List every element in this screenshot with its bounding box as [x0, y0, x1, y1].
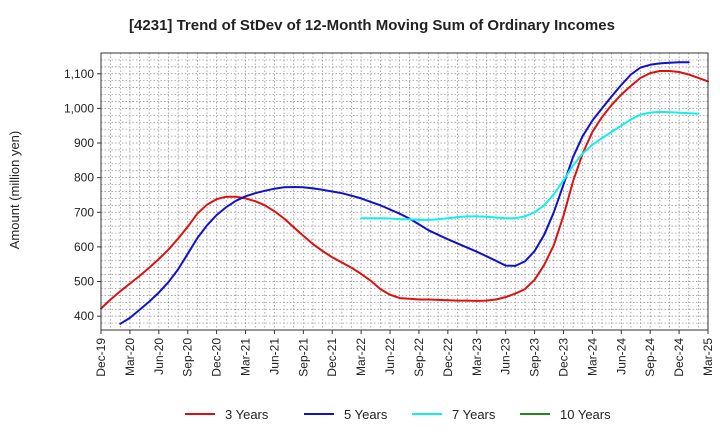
legend: 3 Years 5 Years 7 Years 10 Years: [185, 407, 611, 422]
y-tick-label: 600: [74, 240, 94, 254]
y-tick-label: 400: [74, 309, 94, 323]
x-tick-label: Jun-20: [152, 338, 166, 375]
x-tick-label: Jun-21: [267, 338, 281, 375]
legend-label: 10 Years: [560, 407, 611, 422]
y-tick-label: 1,100: [64, 67, 94, 81]
grid-lines: [101, 53, 708, 330]
y-tick-label: 700: [74, 205, 94, 219]
legend-label: 5 Years: [344, 407, 388, 422]
y-axis-label: Amount (million yen): [7, 131, 22, 250]
x-tick-label: Jun-22: [383, 338, 397, 375]
series-lines: [100, 61, 709, 325]
x-tick-label: Dec-22: [441, 338, 455, 377]
x-tick-label: Jun-24: [614, 338, 628, 375]
y-tick-label: 1,000: [64, 101, 94, 115]
x-tick-label: Dec-24: [672, 338, 686, 377]
x-tick-label: Mar-20: [123, 338, 137, 376]
series-line-7-years: [360, 110, 700, 221]
x-tick-label: Sep-23: [528, 338, 542, 377]
x-tick-label: Dec-23: [556, 338, 570, 377]
series-line-3-years: [100, 70, 709, 310]
x-tick-label: Mar-25: [701, 338, 715, 376]
x-tick-label: Sep-21: [296, 338, 310, 377]
y-tick-label: 900: [74, 136, 94, 150]
x-tick-label: Mar-21: [239, 338, 253, 376]
x-tick-label: Mar-24: [585, 338, 599, 376]
y-tick-label: 800: [74, 171, 94, 185]
x-tick-label: Sep-20: [181, 338, 195, 377]
x-tick-labels: Dec-19 Mar-20 Jun-20 Sep-20 Dec-20 Mar-21 Jun-…: [94, 330, 715, 377]
x-tick-label: Dec-19: [94, 338, 108, 377]
y-tick-label: 500: [74, 275, 94, 289]
legend-label: 3 Years: [225, 407, 269, 422]
legend-label: 7 Years: [452, 407, 496, 422]
chart-title: [4231] Trend of StDev of 12-Month Moving…: [129, 17, 615, 34]
y-tick-labels: 400 500 600 700 800 900 1,000 1,100: [64, 67, 101, 323]
x-tick-label: Sep-22: [412, 338, 426, 377]
x-tick-label: Dec-20: [210, 338, 224, 377]
x-tick-label: Sep-24: [643, 338, 657, 377]
series-line-5-years: [119, 61, 690, 325]
x-tick-label: Jun-23: [499, 338, 513, 375]
plot-area-frame: [100, 52, 709, 331]
x-tick-label: Mar-23: [470, 338, 484, 376]
x-tick-label: Mar-22: [354, 338, 368, 376]
x-tick-label: Dec-21: [325, 338, 339, 377]
